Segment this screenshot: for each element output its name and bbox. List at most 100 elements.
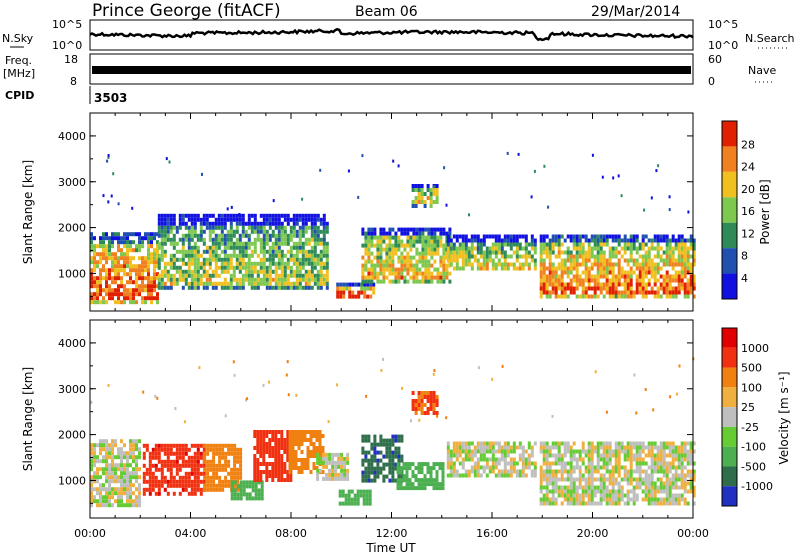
echo-cell <box>394 247 398 252</box>
echo-cell <box>316 452 320 457</box>
echo-cell <box>545 242 549 247</box>
echo-cell <box>105 248 108 253</box>
echo-cell <box>370 458 374 463</box>
echo-cell <box>683 294 687 299</box>
echo-cell <box>563 449 567 454</box>
echo-cell <box>208 257 212 262</box>
echo-cell <box>232 233 236 238</box>
echo-cell <box>310 257 314 262</box>
echo-cell <box>241 281 245 286</box>
echo-cell <box>593 262 597 267</box>
echo-cell <box>156 260 159 265</box>
echo-cell <box>105 499 108 504</box>
echo-cell <box>512 234 516 239</box>
echo-cell <box>542 457 546 462</box>
echo-cell <box>656 234 660 239</box>
echo-cell <box>680 270 684 275</box>
echo-cell <box>138 248 141 253</box>
echo-cell <box>211 213 215 218</box>
echo-cell <box>105 300 108 305</box>
echo-cell <box>554 453 558 458</box>
echo-cell <box>470 449 474 454</box>
echo-cell <box>449 238 453 243</box>
echo-cell <box>138 288 141 293</box>
echo-cell <box>253 462 257 466</box>
echo-cell <box>623 258 627 263</box>
echo-cell <box>294 442 298 446</box>
echo-cell <box>172 273 176 278</box>
echo-cell <box>181 253 185 258</box>
echo-cell <box>209 447 213 452</box>
echo-cell <box>623 238 627 243</box>
echo-cell <box>289 269 293 274</box>
echo-cell <box>674 469 678 474</box>
echo-cell <box>473 465 477 470</box>
echo-cell <box>605 441 609 446</box>
echo-cell <box>322 460 326 465</box>
echo-cell <box>238 265 242 270</box>
echo-cell <box>370 275 374 280</box>
echo-cell <box>150 280 153 285</box>
echo-cell <box>256 277 260 282</box>
echo-cell <box>452 449 456 454</box>
echo-cell <box>175 225 179 230</box>
echo-cell <box>408 466 412 471</box>
echo-cell <box>129 475 132 480</box>
echo-cell <box>215 443 219 448</box>
echo-cell <box>626 445 630 450</box>
echo-cell <box>347 169 350 173</box>
echo-cell <box>524 457 528 462</box>
echo-cell <box>129 471 132 476</box>
echo-cell <box>653 254 657 259</box>
echo-cell <box>596 258 600 263</box>
echo-cell <box>602 441 606 446</box>
echo-cell <box>166 221 170 226</box>
echo-cell <box>692 493 696 498</box>
echo-cell <box>409 263 413 268</box>
echo-cell <box>662 481 666 486</box>
echo-cell <box>566 441 570 446</box>
echo-cell <box>294 454 298 458</box>
echo-cell <box>608 290 612 295</box>
echo-cell <box>605 469 609 474</box>
echo-cell <box>111 471 114 476</box>
echo-cell <box>545 445 549 450</box>
echo-cell <box>379 259 383 264</box>
echo-cell <box>202 269 206 274</box>
echo-cell <box>662 282 666 287</box>
echo-cell <box>253 237 257 242</box>
echo-cell <box>138 276 141 281</box>
echo-cell <box>653 457 657 462</box>
echo-cell <box>551 246 555 251</box>
echo-cell <box>560 465 564 470</box>
echo-cell <box>301 273 305 278</box>
echo-cell <box>491 246 495 251</box>
echo-cell <box>117 288 120 293</box>
echo-cell <box>262 438 266 442</box>
echo-cell <box>144 300 147 305</box>
echo-cell <box>494 246 498 251</box>
echo-cell <box>187 281 191 286</box>
echo-cell <box>488 254 492 259</box>
echo-cell <box>617 238 621 243</box>
echo-cell <box>96 252 99 257</box>
echo-cell <box>641 266 645 271</box>
echo-cell <box>309 430 313 434</box>
echo-cell <box>548 238 552 243</box>
echo-cell <box>294 430 298 434</box>
echo-cell <box>391 259 395 264</box>
echo-cell <box>369 294 373 299</box>
echo-cell <box>289 265 293 270</box>
echo-cell <box>144 276 147 281</box>
echo-cell <box>417 462 421 467</box>
echo-cell <box>417 184 421 188</box>
echo-cell <box>220 213 224 218</box>
echo-cell <box>581 282 585 287</box>
echo-cell <box>202 241 206 246</box>
echo-cell <box>248 492 252 497</box>
echo-cell <box>360 286 364 291</box>
echo-cell <box>629 489 633 494</box>
echo-cell <box>662 497 666 502</box>
echo-cell <box>230 484 234 489</box>
echo-cell <box>340 476 344 481</box>
